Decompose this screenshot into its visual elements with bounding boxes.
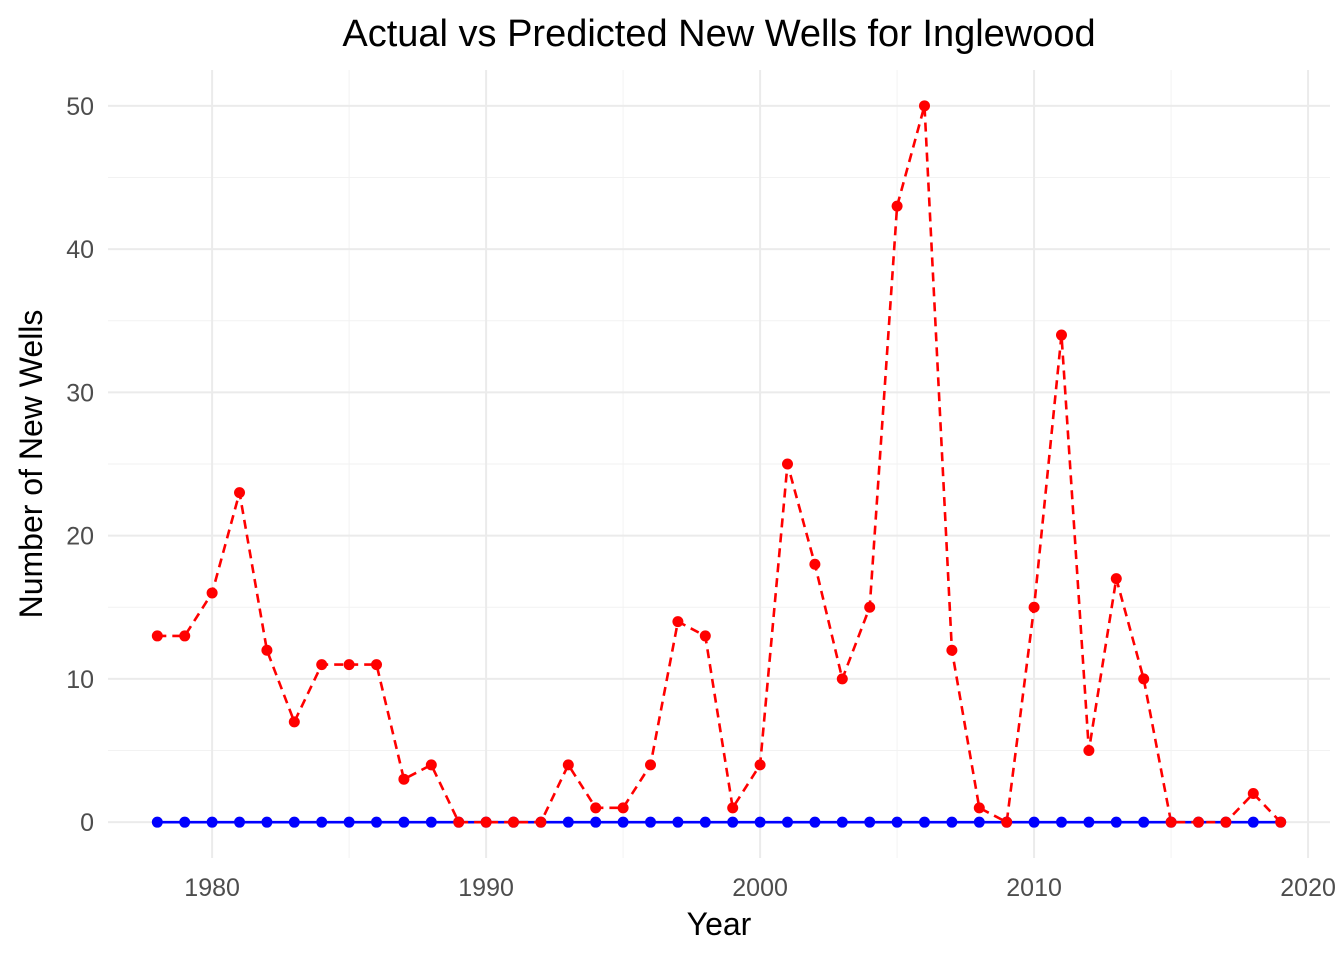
series-2-point (562, 759, 574, 771)
series-2-point (864, 601, 876, 613)
series-1-point (754, 816, 766, 828)
series-1-point (1083, 816, 1095, 828)
series-2-line (157, 105, 1282, 825)
series-1-point (371, 816, 383, 828)
x-tick-label: 1980 (184, 874, 240, 902)
series-2-point (645, 759, 657, 771)
series-1-point (1110, 816, 1122, 828)
series-2-point (425, 759, 437, 771)
series-2-point (1192, 816, 1204, 828)
series-1-point (590, 816, 602, 828)
series-2-point (617, 802, 629, 814)
series-2-point (672, 616, 684, 628)
series-2-point (727, 802, 739, 814)
x-tick-label: 2010 (1006, 874, 1062, 902)
series-1-point (891, 816, 903, 828)
series-2-point (699, 630, 711, 642)
series-2-point (206, 587, 218, 599)
series-1-point (864, 816, 876, 828)
x-axis-title: Year (687, 906, 752, 942)
x-tick-label: 1990 (458, 874, 514, 902)
series-1-point (151, 816, 163, 828)
series-1-point (781, 816, 793, 828)
series-1-point (672, 816, 684, 828)
series-2-point (590, 802, 602, 814)
series-1-point (206, 816, 218, 828)
series-2-point (261, 644, 273, 656)
chart-title: Actual vs Predicted New Wells for Inglew… (342, 13, 1095, 55)
series-1-point (699, 816, 711, 828)
series-1-point (645, 816, 657, 828)
series-2-point (453, 816, 465, 828)
series-2-point (316, 659, 328, 671)
series-2-point (1220, 816, 1232, 828)
series-1-point (343, 816, 355, 828)
y-tick-label: 10 (66, 666, 94, 694)
series-2-point (1055, 329, 1067, 341)
series-2-point (1083, 745, 1095, 757)
series-1-point (1138, 816, 1150, 828)
y-tick-label: 30 (66, 379, 94, 407)
series-2-point (946, 644, 958, 656)
y-tick-labels: 0 10 20 30 40 50 (66, 93, 94, 837)
series-2-point (781, 458, 793, 470)
series-2-point (1275, 816, 1287, 828)
y-tick-label: 40 (66, 236, 94, 264)
series-1-point (836, 816, 848, 828)
series-2-point (1247, 788, 1259, 800)
series-1-point (1028, 816, 1040, 828)
series-2-point (918, 100, 930, 112)
series-2-point (1028, 601, 1040, 613)
series-2-point (1001, 816, 1013, 828)
x-tick-labels: 1980 1990 2000 2010 2020 (184, 874, 1336, 902)
series-1-point (288, 816, 300, 828)
series-2-point (973, 802, 985, 814)
series-2-point (508, 816, 520, 828)
series-1-point (727, 816, 739, 828)
series-layer (151, 100, 1287, 828)
series-1-point (316, 816, 328, 828)
x-tick-label: 2000 (732, 874, 788, 902)
y-tick-label: 50 (66, 93, 94, 121)
series-1-point (425, 816, 437, 828)
series-2-point (151, 630, 163, 642)
series-1-point (1247, 816, 1259, 828)
series-1-point (946, 816, 958, 828)
series-2-point (398, 773, 410, 785)
series-2-point (535, 816, 547, 828)
series-1-point (617, 816, 629, 828)
x-tick-label: 2020 (1280, 874, 1336, 902)
grid (108, 70, 1330, 858)
series-2-point (371, 659, 383, 671)
series-1-point (918, 816, 930, 828)
series-2-point (1110, 573, 1122, 585)
series-1-point (179, 816, 191, 828)
series-2-point (1138, 673, 1150, 685)
series-1-point (1055, 816, 1067, 828)
series-1-point (234, 816, 246, 828)
series-1-point (809, 816, 821, 828)
series-2-point (891, 200, 903, 212)
y-axis-title: Number of New Wells (13, 310, 49, 619)
series-1-point (398, 816, 410, 828)
series-2-point (343, 659, 355, 671)
series-2-point (754, 759, 766, 771)
series-2-point (1165, 816, 1177, 828)
series-2-point (809, 558, 821, 570)
y-tick-label: 20 (66, 523, 94, 551)
series-2-point (836, 673, 848, 685)
series-2-point (179, 630, 191, 642)
series-1-point (261, 816, 273, 828)
series-2-point (234, 487, 246, 499)
series-1-point (973, 816, 985, 828)
series-2-point (480, 816, 492, 828)
series-2-point (288, 716, 300, 728)
y-tick-label: 0 (80, 809, 94, 837)
series-1-point (562, 816, 574, 828)
